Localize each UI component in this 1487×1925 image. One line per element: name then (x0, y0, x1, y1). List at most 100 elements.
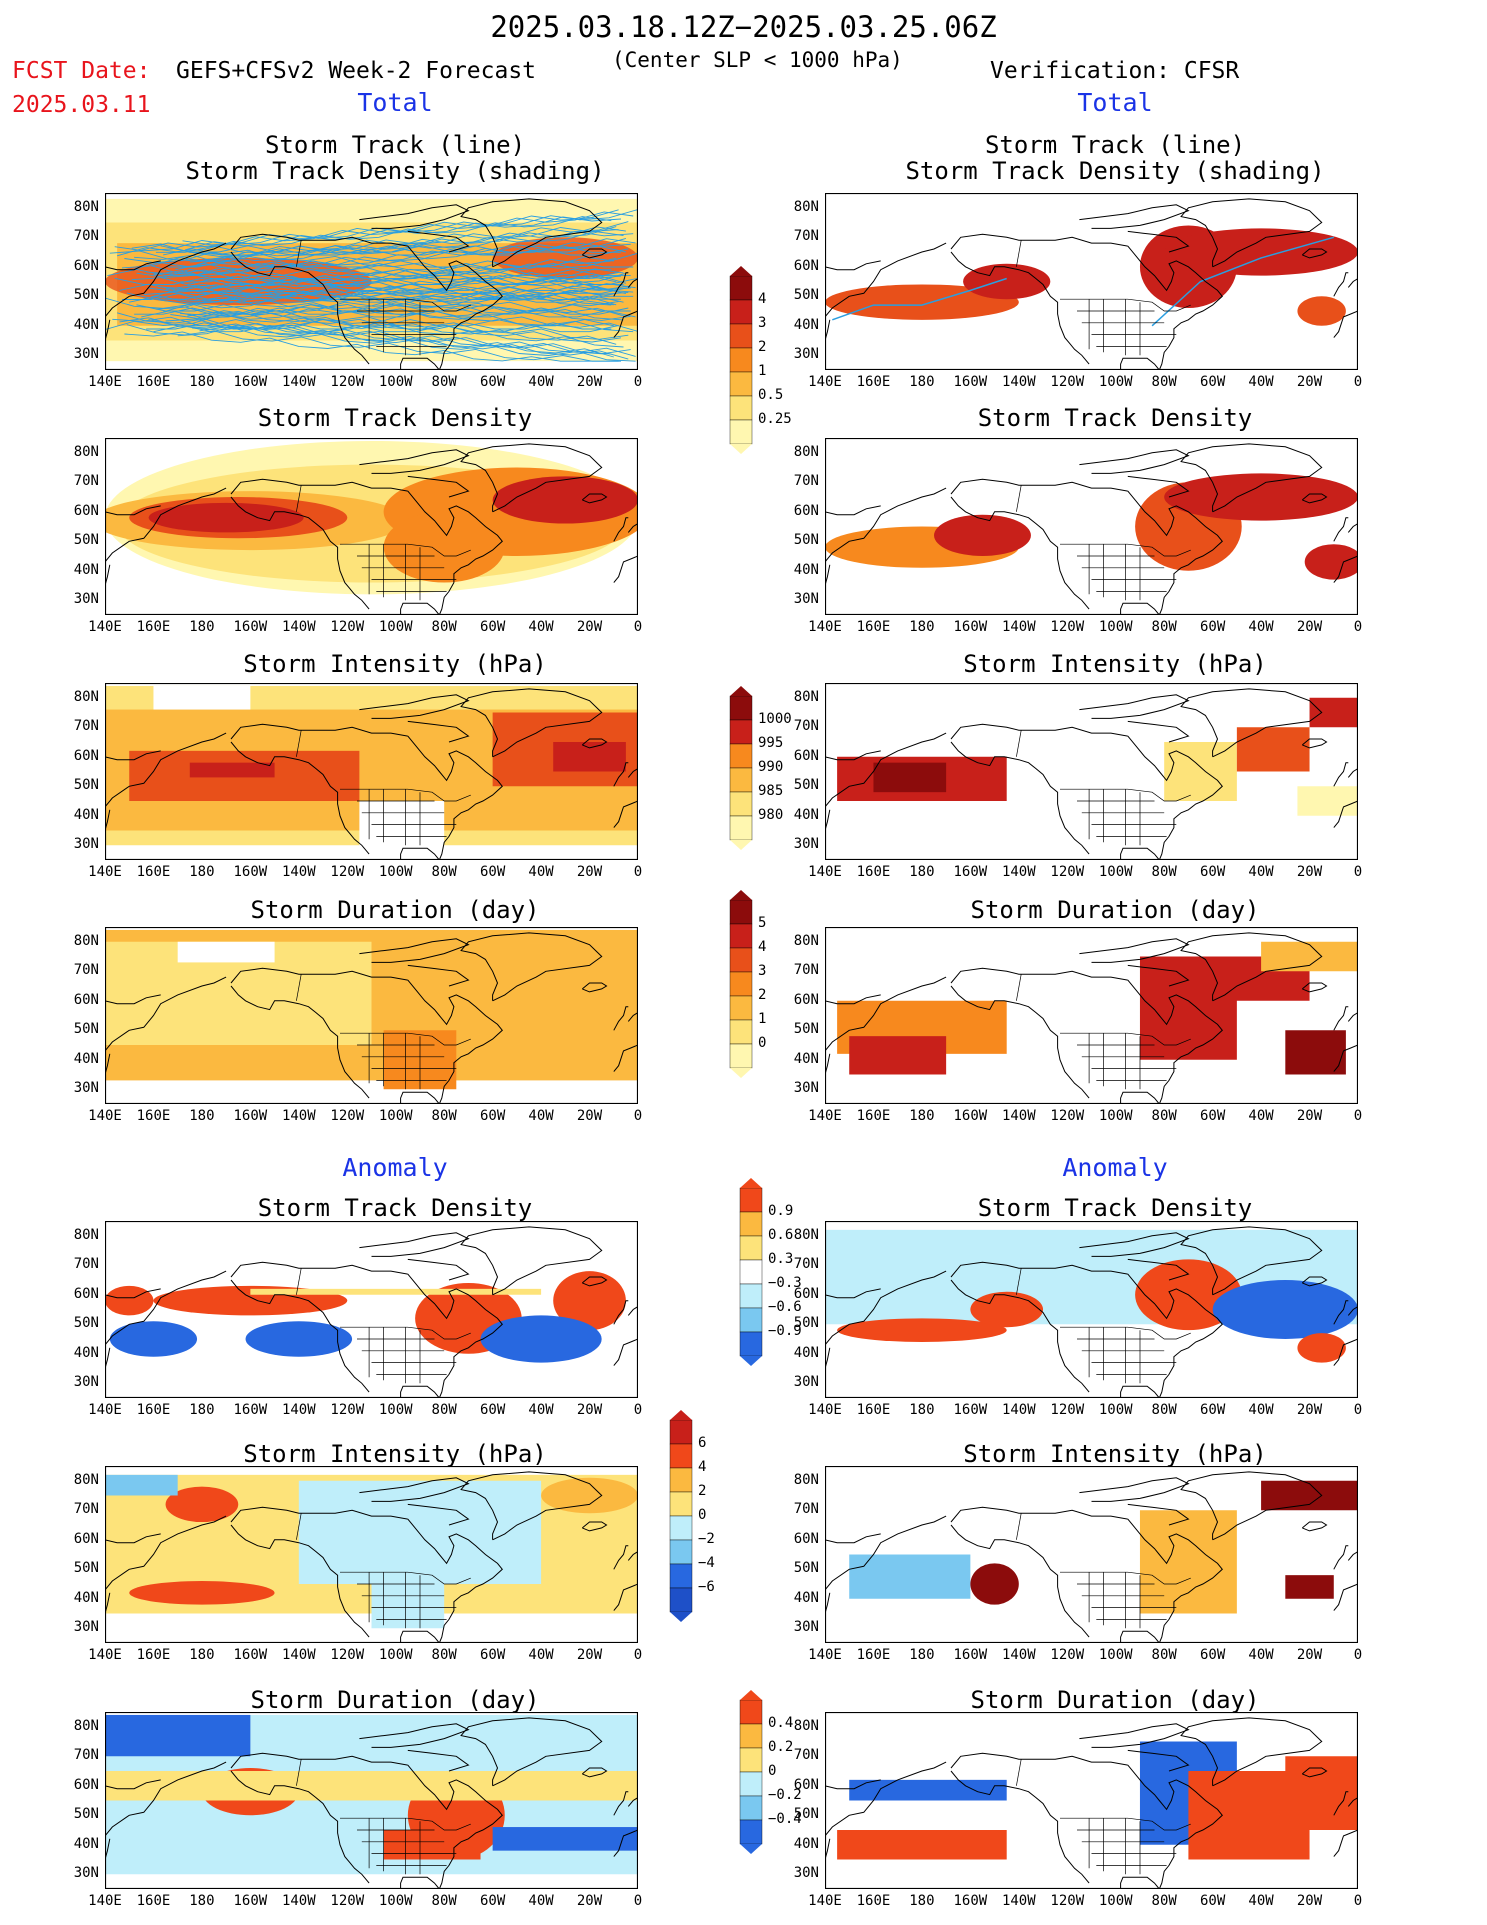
cb-density-label: 1 (758, 363, 767, 379)
lon-label: 0 (633, 1893, 643, 1909)
lon-label: 20W (1296, 619, 1323, 635)
lon-label: 180 (189, 619, 215, 635)
shade-region (480, 1315, 602, 1363)
lat-label: 50N (793, 1315, 819, 1332)
lon-label: 0 (633, 1647, 643, 1663)
map-frame (105, 683, 638, 860)
lat-label: 70N (793, 1747, 819, 1764)
lon-label: 20W (1296, 1893, 1323, 1909)
cb-density-label: 4 (758, 291, 767, 307)
lat-label: 70N (73, 962, 99, 979)
lon-label: 140E (88, 1402, 122, 1418)
lon-label: 160E (136, 864, 171, 880)
lon-label: 80W (1151, 1893, 1177, 1909)
title-duration-anom-left: Storm Duration (day) (250, 1686, 540, 1714)
cb-duration-anom-label: 0.4 (768, 1715, 794, 1731)
lon-label: 60W (1199, 1893, 1226, 1909)
shade-cell (837, 1830, 1007, 1860)
lon-label: 60W (479, 1402, 506, 1418)
lat-label: 70N (73, 228, 99, 245)
lon-label: 0 (1353, 1108, 1363, 1124)
lon-label: 160W (233, 619, 268, 635)
shade-region (1297, 296, 1346, 326)
map-intensity-anomaly-forecast (105, 1466, 638, 1643)
cb-duration-label: 0 (758, 1035, 767, 1051)
lat-label: 30N (793, 1080, 819, 1097)
lon-label: 140W (1001, 1647, 1036, 1663)
lon-label: 120W (1050, 1647, 1085, 1663)
shade-cell (849, 1036, 947, 1075)
lon-label: 120W (330, 864, 365, 880)
lon-label: 60W (1199, 1647, 1226, 1663)
shade-cell (1285, 1756, 1358, 1830)
map-frame (825, 1466, 1358, 1643)
shade-region (109, 1321, 198, 1357)
lat-label: 30N (793, 836, 819, 853)
lon-label: 100W (1098, 864, 1133, 880)
cb-duration-label: 1 (758, 1011, 767, 1027)
lon-label: 160E (856, 1893, 891, 1909)
cb-duration-anom-label: 0 (768, 1763, 777, 1779)
lon-label: 40W (528, 1108, 554, 1124)
map-frame (105, 1712, 638, 1889)
cb-density-label: 0.5 (758, 387, 784, 403)
shade-cell (1261, 1480, 1358, 1511)
map-panel-density-anomaly-verification (825, 1221, 1358, 1398)
shade-region (245, 1321, 353, 1357)
lon-label: 100W (378, 864, 413, 880)
lat-label: 40N (73, 1589, 99, 1606)
lat-label: 50N (73, 1560, 99, 1577)
lat-label: 30N (73, 1374, 99, 1391)
lon-label: 80W (1151, 1647, 1177, 1663)
lon-label: 60W (1199, 374, 1226, 390)
lon-label: 160W (953, 1402, 988, 1418)
lon-label: 160E (856, 619, 891, 635)
lat-label: 70N (73, 1501, 99, 1518)
lat-label: 50N (73, 532, 99, 549)
lon-label: 140E (808, 1893, 842, 1909)
map-panel-duration-verification (825, 927, 1358, 1104)
lat-label: 30N (73, 1080, 99, 1097)
shade-cell (1236, 727, 1310, 772)
shade-cell (177, 941, 275, 963)
lon-label: 140E (88, 864, 122, 880)
lat-label: 60N (73, 1285, 99, 1302)
lon-label: 80W (1151, 374, 1177, 390)
map-intensity-forecast (105, 683, 638, 860)
fcst-label: FCST Date: (12, 58, 151, 84)
lon-label: 160E (136, 1402, 171, 1418)
shade-region (129, 1581, 275, 1605)
lon-label: 80W (431, 374, 457, 390)
lon-label: 100W (1098, 619, 1133, 635)
cb-intensity-anom-label: 4 (698, 1459, 707, 1475)
shade-cell (1139, 1510, 1237, 1614)
shade-region (1297, 1333, 1346, 1363)
lat-label: 60N (793, 1530, 819, 1547)
lon-label: 100W (1098, 374, 1133, 390)
lat-label: 60N (793, 502, 819, 519)
lon-label: 0 (633, 374, 643, 390)
lon-label: 40W (1248, 1402, 1274, 1418)
cb-density-anom-swatches (739, 1178, 763, 1366)
lat-label: 80N (73, 1717, 99, 1734)
lon-label: 80W (431, 864, 457, 880)
cb-duration-label: 5 (758, 915, 767, 931)
lon-label: 80W (431, 619, 457, 635)
cb-intensity-anom-label: −4 (698, 1555, 715, 1571)
shade-region (1164, 473, 1358, 521)
lon-label: 120W (1050, 864, 1085, 880)
lat-label: 40N (793, 316, 819, 333)
lon-label: 120W (1050, 374, 1085, 390)
lon-label: 20W (1296, 1402, 1323, 1418)
title-track-line-right: Storm Track (line) (984, 131, 1246, 159)
lon-label: 160E (136, 1647, 171, 1663)
title-duration-left: Storm Duration (day) (250, 896, 540, 924)
shade-cell (1261, 941, 1358, 972)
shade-region (963, 263, 1051, 300)
lon-label: 140W (1001, 619, 1036, 635)
map-duration-forecast (105, 927, 638, 1104)
lat-label: 70N (793, 228, 819, 245)
cb-intensity-anom-label: 0 (698, 1507, 707, 1523)
map-intensity-verification (825, 683, 1358, 860)
shade-cell (1164, 742, 1237, 801)
